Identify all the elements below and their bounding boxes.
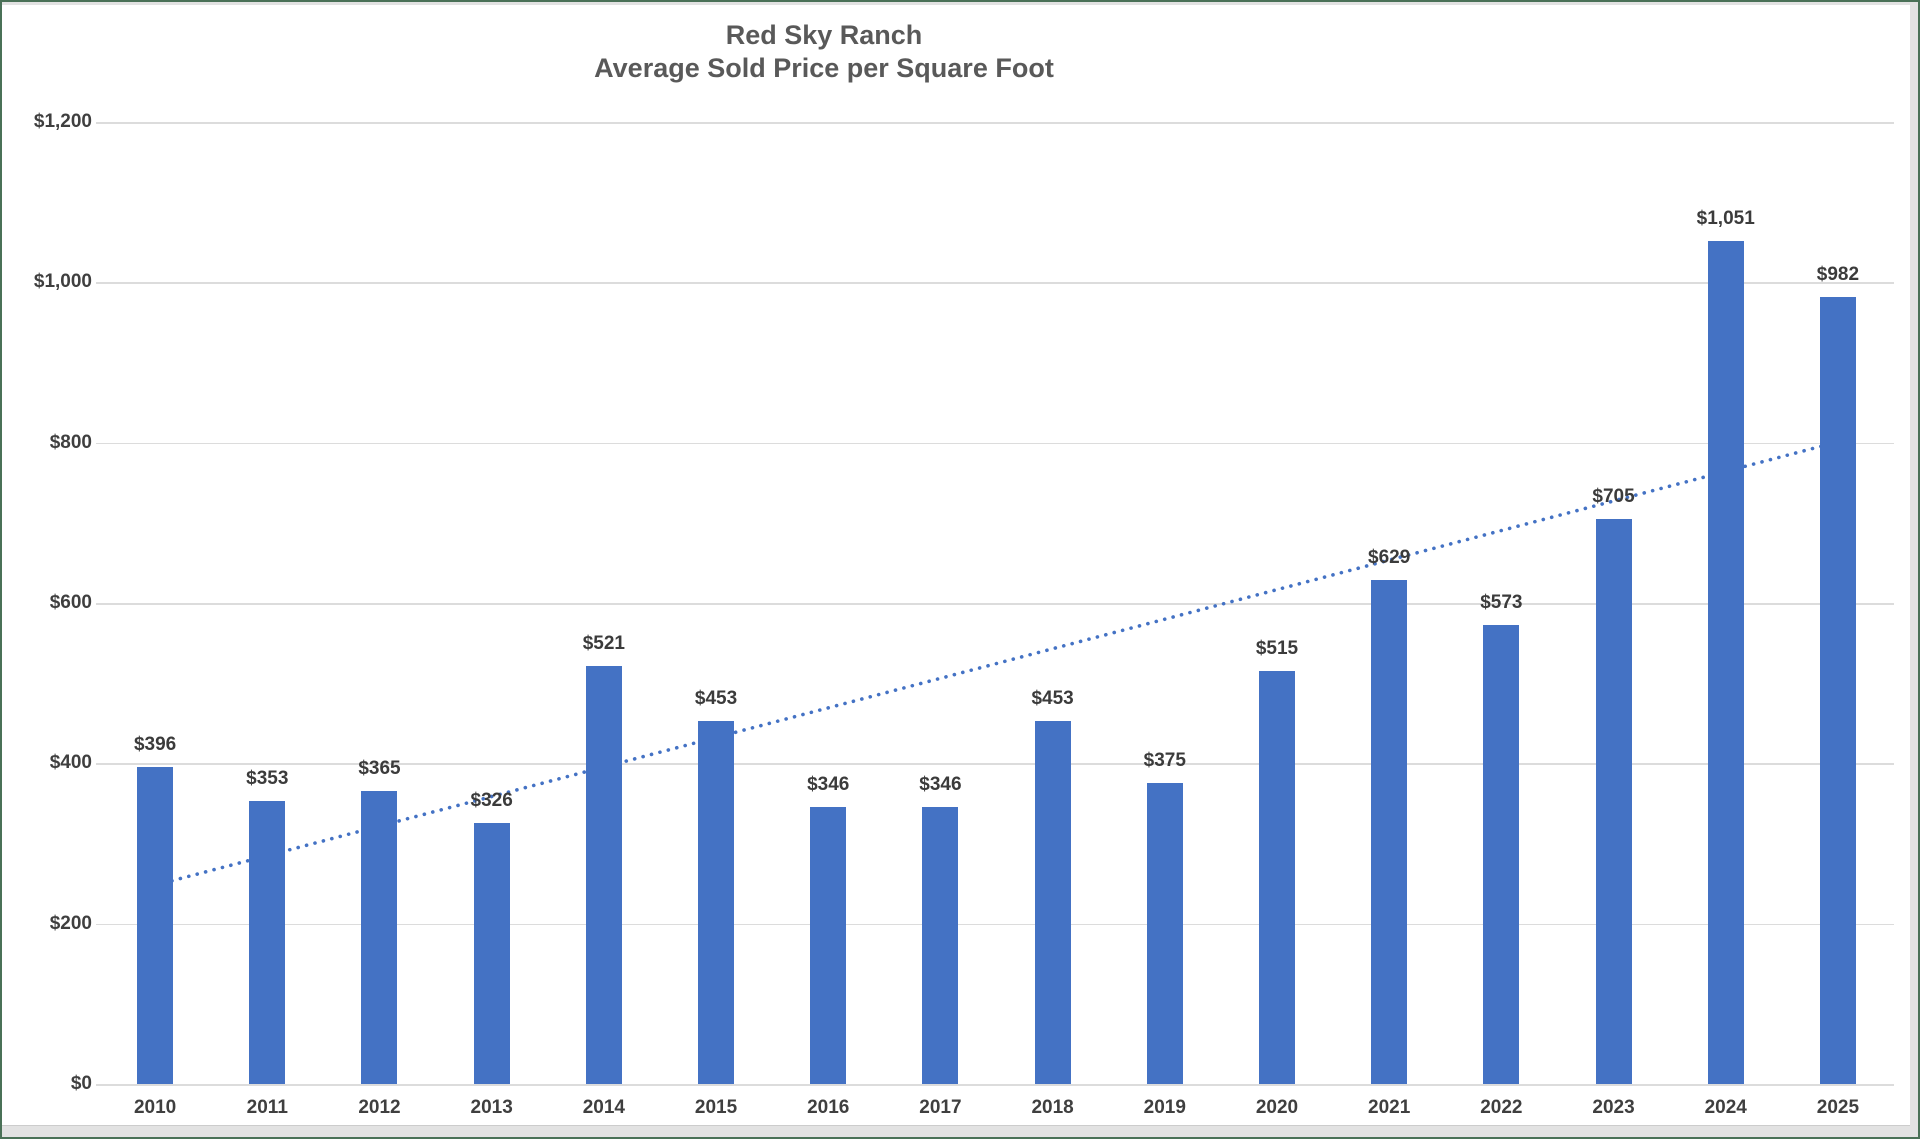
x-axis-tick-label-2024: 2024 bbox=[1704, 1097, 1747, 1118]
bar-2015 bbox=[698, 720, 735, 1084]
x-axis-tick-label-2018: 2018 bbox=[1031, 1097, 1074, 1118]
y-axis-tick-label: $800 bbox=[49, 431, 92, 453]
x-axis-tick-label-2016: 2016 bbox=[807, 1097, 850, 1118]
bar-value-label-2015: $453 bbox=[694, 687, 738, 709]
chart-title-line1: Red Sky Ranch bbox=[725, 20, 923, 50]
y-axis-tick-label: $600 bbox=[49, 592, 92, 613]
gridline bbox=[96, 923, 1894, 926]
bar-value-label-2018: $453 bbox=[1031, 687, 1074, 709]
bar-2022 bbox=[1483, 624, 1520, 1084]
y-axis-tick-label: $200 bbox=[49, 912, 92, 934]
x-axis-tick-label-2011: 2011 bbox=[246, 1097, 288, 1118]
bar-2016 bbox=[810, 806, 847, 1084]
x-axis-tick-label-2015: 2015 bbox=[694, 1097, 738, 1118]
x-axis-tick-label-2010: 2010 bbox=[133, 1097, 177, 1118]
bar-2018 bbox=[1034, 720, 1071, 1084]
x-axis-tick-label-2025: 2025 bbox=[1816, 1097, 1860, 1118]
bar-value-label-2013: $326 bbox=[470, 789, 513, 811]
x-axis-tick-label-2014: 2014 bbox=[582, 1097, 625, 1118]
bar-2014 bbox=[585, 666, 622, 1084]
bar-2017 bbox=[922, 806, 959, 1084]
bar-value-label-2021: $629 bbox=[1368, 546, 1411, 568]
bar-value-label-2012: $365 bbox=[358, 758, 401, 780]
chart-title: Red Sky Ranch Average Sold Price per Squ… bbox=[2, 19, 1646, 85]
bar-2013 bbox=[473, 822, 510, 1084]
bar-value-label-2020: $515 bbox=[1255, 638, 1299, 660]
bar-2012 bbox=[361, 791, 398, 1084]
bar-2024 bbox=[1707, 241, 1744, 1084]
trendline-layer bbox=[153, 440, 1840, 887]
gridline bbox=[96, 1084, 1894, 1086]
bar-2023 bbox=[1595, 518, 1632, 1084]
bar-value-label-2024: $1,051 bbox=[1696, 208, 1755, 230]
bar-value-label-2016: $346 bbox=[807, 773, 850, 795]
x-axis-tick-label-2019: 2019 bbox=[1143, 1097, 1186, 1118]
bar-value-label-2022: $573 bbox=[1480, 591, 1523, 613]
bar-value-label-2025: $982 bbox=[1816, 263, 1860, 285]
bar-2011 bbox=[249, 801, 286, 1084]
gridline bbox=[96, 122, 1894, 124]
bar-2010 bbox=[137, 766, 174, 1084]
bar-value-label-2019: $375 bbox=[1143, 750, 1186, 772]
x-axis-tick-label-2017: 2017 bbox=[919, 1097, 962, 1118]
y-axis-tick-label: $400 bbox=[49, 752, 92, 774]
trendline bbox=[153, 440, 1840, 887]
bar-2020 bbox=[1258, 671, 1295, 1084]
bar-value-label-2010: $396 bbox=[133, 733, 177, 755]
plot-area: $0 $200 $400 $600 $800 $1,000 $1,200 $396 2010 $3… bbox=[2, 5, 1910, 1125]
y-axis-tick-label: $0 bbox=[70, 1073, 92, 1094]
x-axis-tick-label-2012: 2012 bbox=[358, 1097, 401, 1118]
bar-2021 bbox=[1371, 579, 1408, 1084]
y-axis-tick-label: $1,200 bbox=[33, 111, 92, 132]
bar-value-label-2014: $521 bbox=[582, 633, 625, 655]
x-axis-tick-label-2020: 2020 bbox=[1255, 1097, 1299, 1118]
gridline bbox=[96, 282, 1894, 284]
x-axis-tick-label-2023: 2023 bbox=[1592, 1097, 1635, 1118]
x-axis-tick-label-2022: 2022 bbox=[1480, 1097, 1523, 1118]
bar-2019 bbox=[1146, 783, 1183, 1084]
bar-2025 bbox=[1819, 296, 1856, 1084]
bar-value-label-2011: $353 bbox=[246, 768, 289, 789]
gridline bbox=[96, 442, 1894, 445]
chart-canvas: Red Sky Ranch Average Sold Price per Squ… bbox=[2, 5, 1910, 1126]
y-axis-tick-label: $1,000 bbox=[33, 271, 92, 293]
x-axis-tick-label-2013: 2013 bbox=[470, 1097, 513, 1118]
x-axis-tick-label-2021: 2021 bbox=[1368, 1097, 1411, 1118]
bar-value-label-2017: $346 bbox=[919, 773, 962, 795]
chart-title-line2: Average Sold Price per Square Foot bbox=[594, 53, 1054, 83]
bar-value-label-2023: $705 bbox=[1592, 485, 1635, 507]
